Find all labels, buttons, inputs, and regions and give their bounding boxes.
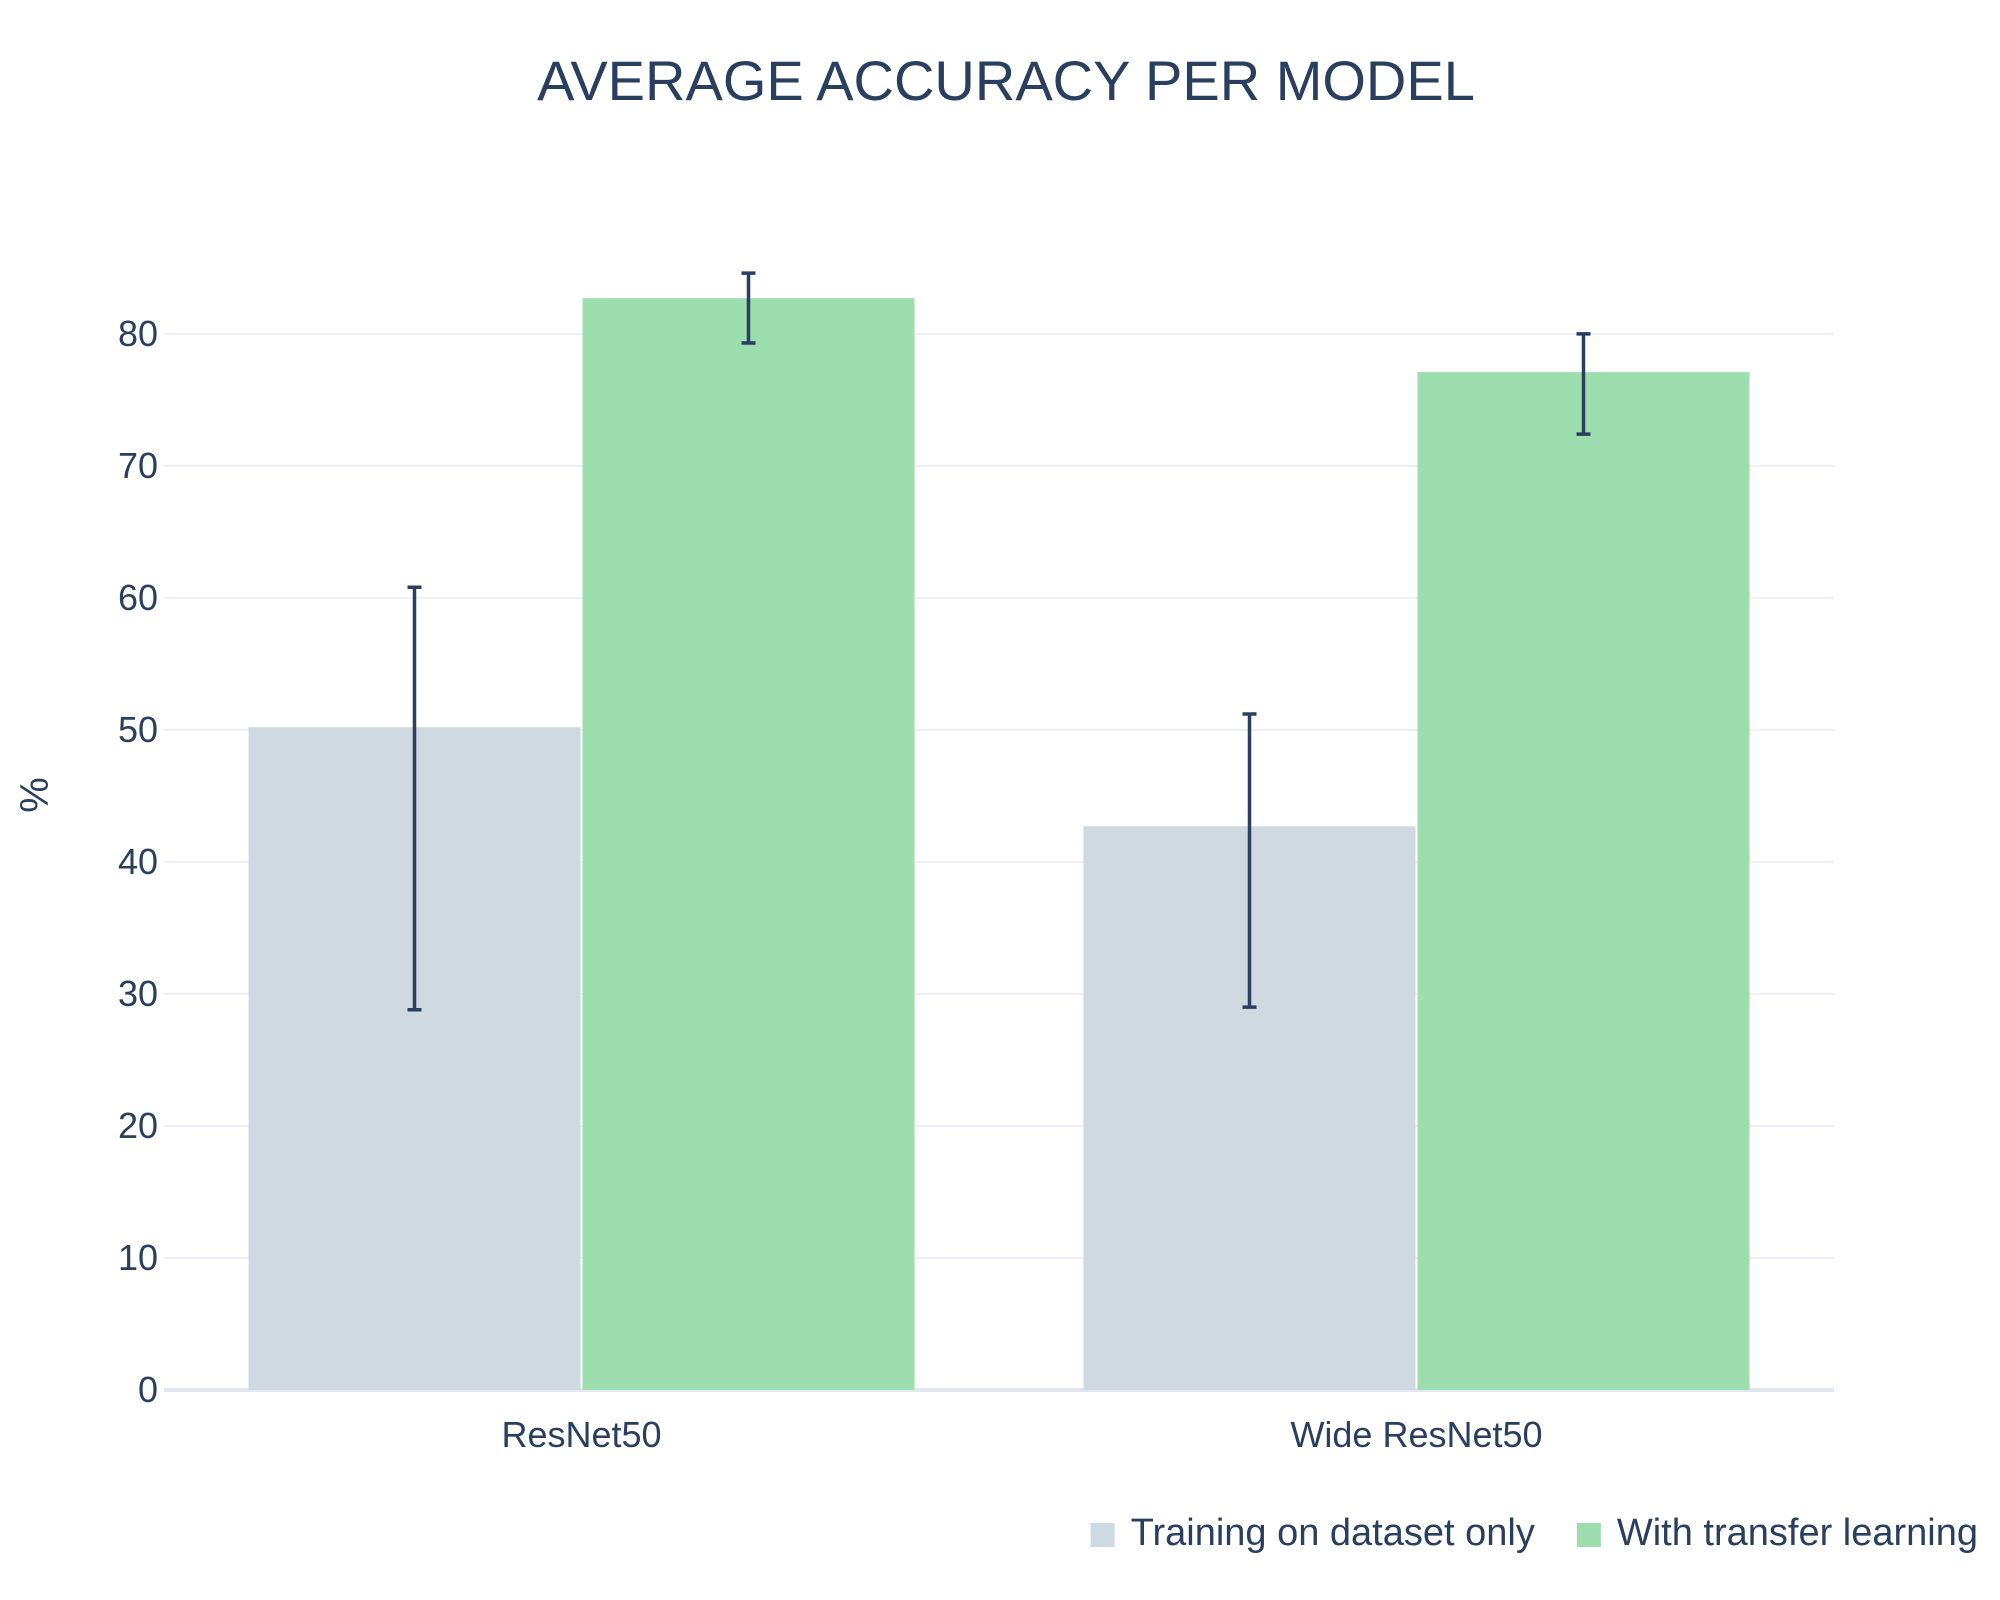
chart-title: AVERAGE ACCURACY PER MODEL xyxy=(537,49,1475,112)
y-tick-label: 60 xyxy=(118,577,158,618)
y-tick-label: 70 xyxy=(118,445,158,486)
x-tick-label: Wide ResNet50 xyxy=(1290,1414,1542,1455)
bar xyxy=(1417,372,1750,1390)
y-tick-label: 0 xyxy=(138,1369,158,1410)
y-tick-label: 20 xyxy=(118,1105,158,1146)
error-bars xyxy=(407,271,1591,1012)
x-tick-label: ResNet50 xyxy=(501,1414,661,1455)
bar xyxy=(582,298,915,1390)
x-axis-ticks: ResNet50 Wide ResNet50 xyxy=(501,1414,1542,1455)
y-tick-label: 30 xyxy=(118,973,158,1014)
y-tick-label: 40 xyxy=(118,841,158,882)
legend-swatch xyxy=(1576,1523,1601,1547)
y-tick-label: 50 xyxy=(118,709,158,750)
bars xyxy=(248,298,1750,1390)
y-axis-label: % xyxy=(13,777,57,813)
legend-swatch xyxy=(1090,1523,1115,1547)
legend: Training on dataset only With transfer le… xyxy=(1090,1512,1978,1554)
error-bar xyxy=(1242,712,1257,1009)
error-bar xyxy=(407,585,422,1012)
legend-label: Training on dataset only xyxy=(1131,1512,1535,1554)
error-bar xyxy=(741,271,756,345)
legend-label: With transfer learning xyxy=(1617,1512,1978,1554)
y-axis-ticks: 0 10 20 30 40 50 60 70 80 xyxy=(118,313,158,1410)
error-bar xyxy=(1576,332,1591,436)
y-tick-label: 10 xyxy=(118,1237,158,1278)
y-tick-label: 80 xyxy=(118,313,158,354)
